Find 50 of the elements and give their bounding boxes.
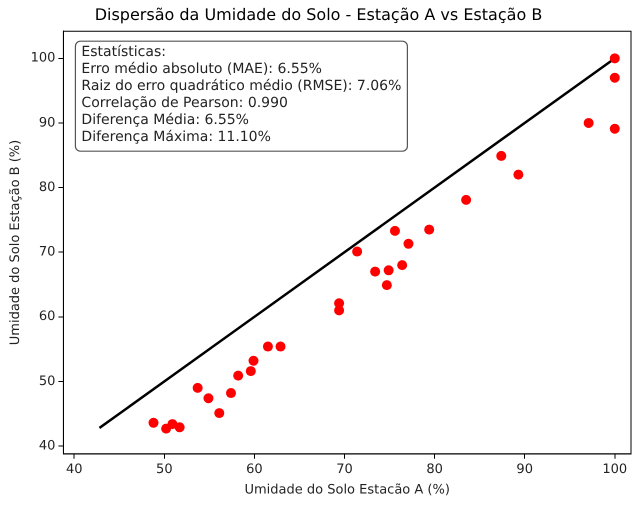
point [424, 224, 434, 235]
point [174, 422, 185, 432]
annotation: Raiz do erro quadrático médio (RMSE): 7.06% [81, 78, 402, 94]
y-tick-label: 80 [38, 180, 56, 195]
point [610, 72, 620, 83]
y-tick-label: 40 [38, 438, 56, 454]
point [390, 226, 400, 236]
y-tick-label: 70 [38, 244, 56, 260]
y-tick-label: 90 [38, 115, 56, 130]
x-tick-label: 90 [516, 462, 533, 477]
annotation: Correlação de Pearson: 0.990 [81, 94, 288, 111]
chart-title: Dispersão da Umidade do Solo - Estação A vs Estação B [94, 4, 542, 24]
point [513, 170, 524, 180]
x-tick-label: 70 [336, 462, 353, 477]
point [496, 150, 506, 161]
point [370, 266, 380, 277]
point [610, 124, 620, 134]
point [248, 356, 259, 366]
annotation: Erro médio absoluto (MAE): 6.55% [81, 60, 322, 77]
point [226, 388, 236, 398]
x-tick-label: 60 [246, 462, 263, 477]
point [214, 408, 224, 418]
point [262, 342, 273, 352]
point [192, 382, 203, 393]
x-tick-label: 40 [66, 462, 82, 477]
point [461, 194, 472, 205]
x-axis-title: Umidade do Solo Estacão A (%) [244, 482, 450, 498]
x-tick-label: 100 [602, 462, 628, 477]
point [584, 118, 594, 128]
point [403, 238, 414, 249]
y-tick-label: 60 [38, 309, 56, 324]
point [203, 393, 214, 404]
annotation: Diferença Média: 6.55% [81, 112, 249, 128]
y-axis-title: Umidade do Solo Estação B (%) [8, 140, 24, 346]
point [246, 366, 256, 376]
point [276, 342, 286, 352]
x-tick-label: 50 [156, 462, 173, 477]
annotation: Estatísticas: [81, 44, 166, 60]
point [148, 418, 159, 428]
point [352, 246, 362, 257]
point [233, 370, 244, 381]
point [610, 53, 620, 64]
y-tick-label: 50 [38, 374, 56, 389]
point [384, 265, 394, 276]
annotation: Diferença Máxima: 11.10% [81, 128, 271, 145]
x-tick-label: 80 [426, 462, 443, 477]
y-tick-label: 100 [30, 50, 56, 66]
point [334, 305, 344, 316]
point [382, 280, 392, 290]
point [397, 260, 408, 270]
